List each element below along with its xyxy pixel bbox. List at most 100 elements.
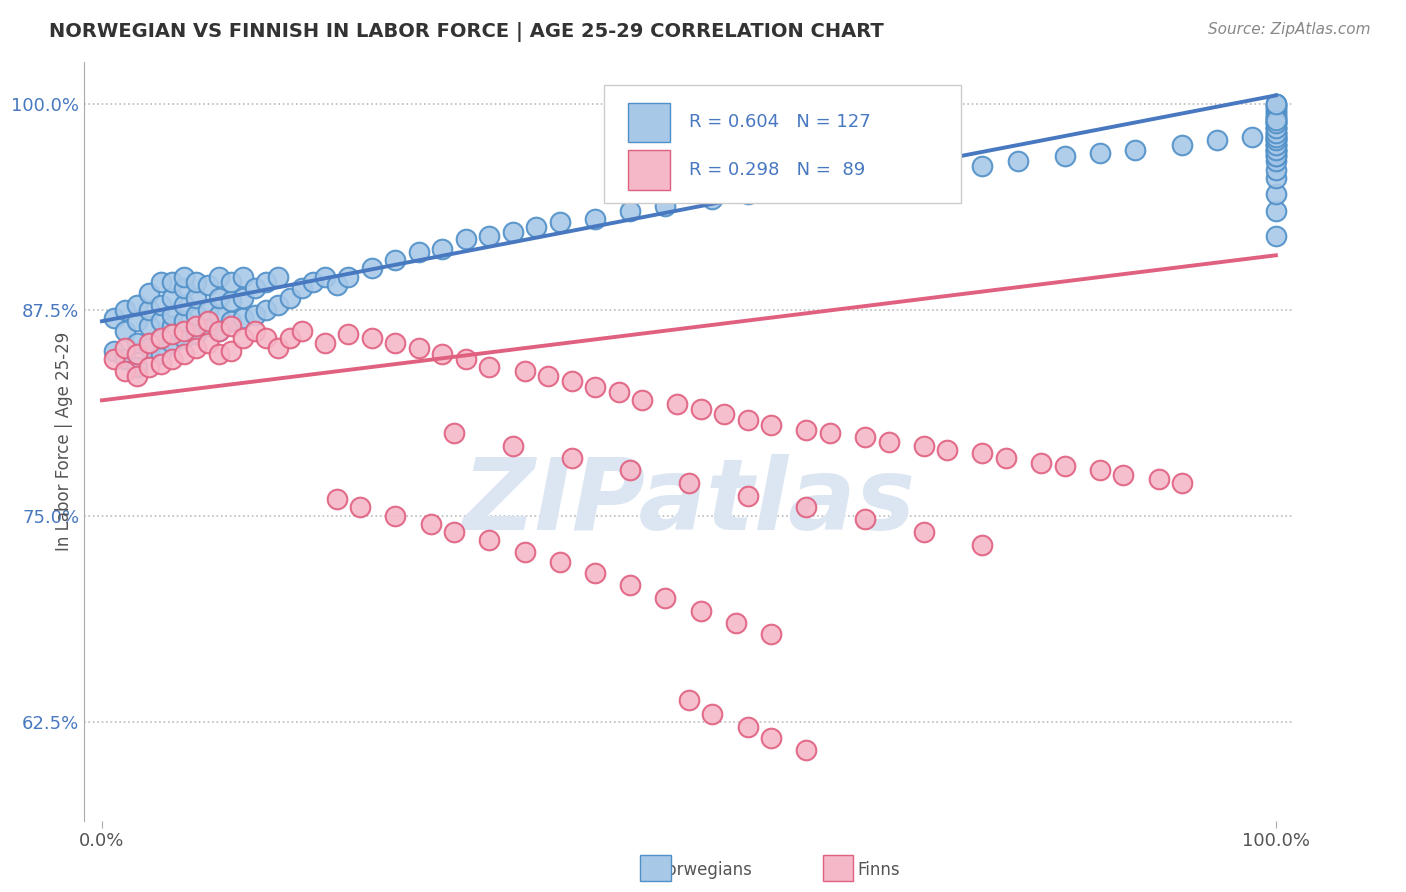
- Point: [138, 341, 160, 355]
- Point: [290, 281, 312, 295]
- Point: [1264, 113, 1286, 128]
- Point: [619, 203, 641, 218]
- Point: [184, 308, 207, 322]
- Point: [162, 319, 184, 334]
- Point: [162, 335, 184, 350]
- Point: [1264, 143, 1286, 157]
- Point: [254, 302, 277, 317]
- Point: [502, 440, 524, 454]
- Point: [1264, 154, 1286, 169]
- Point: [794, 500, 817, 515]
- Point: [254, 331, 277, 345]
- Point: [1264, 133, 1286, 147]
- Point: [759, 731, 782, 746]
- Point: [759, 418, 782, 433]
- Text: Finns: Finns: [858, 861, 900, 879]
- Point: [1088, 462, 1111, 476]
- Point: [1264, 96, 1286, 111]
- Point: [1264, 187, 1286, 202]
- Point: [1264, 133, 1286, 147]
- Point: [432, 347, 454, 361]
- Bar: [628, 103, 669, 142]
- Point: [349, 500, 371, 515]
- Point: [537, 368, 560, 383]
- Point: [1264, 146, 1286, 161]
- Point: [384, 508, 406, 523]
- Point: [1264, 96, 1286, 111]
- Point: [853, 429, 876, 443]
- Point: [737, 413, 759, 427]
- Point: [208, 347, 231, 361]
- Point: [1264, 137, 1286, 152]
- Point: [290, 324, 312, 338]
- Point: [1264, 103, 1286, 118]
- Point: [103, 352, 125, 367]
- Point: [737, 489, 759, 503]
- Point: [583, 380, 606, 394]
- Point: [314, 269, 336, 284]
- Point: [184, 341, 207, 355]
- Point: [631, 393, 654, 408]
- Point: [513, 545, 536, 559]
- Point: [972, 446, 994, 460]
- Point: [513, 364, 536, 378]
- Point: [173, 281, 195, 295]
- Point: [1206, 133, 1229, 147]
- Point: [818, 426, 841, 441]
- Point: [1264, 203, 1286, 218]
- Point: [302, 275, 325, 289]
- Point: [419, 516, 441, 531]
- Point: [219, 319, 242, 334]
- Point: [1264, 126, 1286, 140]
- Point: [1264, 149, 1286, 163]
- Point: [232, 291, 254, 305]
- Point: [243, 324, 266, 338]
- Point: [138, 360, 160, 375]
- Point: [619, 462, 641, 476]
- Point: [1264, 116, 1286, 130]
- Text: Source: ZipAtlas.com: Source: ZipAtlas.com: [1208, 22, 1371, 37]
- Point: [972, 159, 994, 173]
- Point: [478, 360, 501, 375]
- Point: [173, 331, 195, 345]
- Point: [114, 341, 136, 355]
- Point: [408, 341, 430, 355]
- Point: [737, 720, 759, 734]
- Point: [1264, 106, 1286, 120]
- Point: [254, 275, 277, 289]
- Point: [173, 298, 195, 312]
- Point: [1264, 110, 1286, 124]
- Point: [443, 525, 465, 540]
- Text: Norwegians: Norwegians: [654, 861, 752, 879]
- Text: R = 0.298   N =  89: R = 0.298 N = 89: [689, 161, 865, 179]
- Point: [103, 310, 125, 325]
- Point: [208, 324, 231, 338]
- Point: [1264, 137, 1286, 152]
- Point: [219, 314, 242, 328]
- Point: [619, 578, 641, 592]
- Point: [1053, 149, 1076, 163]
- Point: [162, 352, 184, 367]
- Point: [114, 352, 136, 367]
- Point: [127, 335, 149, 350]
- Point: [583, 566, 606, 581]
- Point: [173, 314, 195, 328]
- Point: [853, 170, 876, 185]
- Point: [1171, 137, 1194, 152]
- Point: [267, 298, 290, 312]
- Point: [1264, 121, 1286, 136]
- Point: [197, 335, 219, 350]
- Point: [138, 302, 160, 317]
- Point: [149, 275, 172, 289]
- Point: [1264, 126, 1286, 140]
- Point: [713, 407, 735, 421]
- Point: [1264, 100, 1286, 114]
- Point: [794, 743, 817, 757]
- Point: [208, 269, 231, 284]
- Point: [232, 269, 254, 284]
- Point: [361, 331, 384, 345]
- Point: [1264, 121, 1286, 136]
- Point: [737, 187, 759, 202]
- Point: [561, 450, 583, 465]
- Point: [1112, 467, 1135, 482]
